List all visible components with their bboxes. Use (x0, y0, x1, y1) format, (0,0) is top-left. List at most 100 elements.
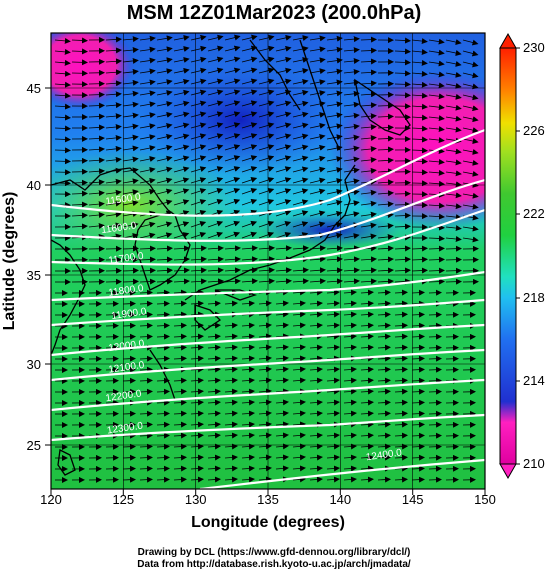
wind-arrow (326, 311, 340, 318)
wind-arrow (445, 126, 462, 133)
wind-arrow (326, 388, 340, 395)
wind-arrow (292, 177, 309, 184)
wind-arrow (462, 127, 479, 134)
wind-arrow (343, 300, 357, 307)
wind-arrow (54, 48, 71, 55)
wind-arrow (241, 155, 258, 162)
wind-arrow (377, 443, 391, 450)
wind-arrow (207, 421, 221, 428)
footer-credit-drawing: Drawing by DCL (https://www.gfd-dennou.o… (137, 547, 411, 558)
wind-arrow (139, 300, 153, 307)
wind-arrow (428, 366, 442, 373)
wind-arrow (122, 366, 136, 373)
wind-arrow (326, 188, 343, 195)
wind-arrow (190, 377, 204, 384)
wind-arrow (173, 67, 190, 74)
wind-arrow (258, 111, 275, 118)
wind-arrow (360, 58, 377, 65)
wind-arrow (241, 177, 258, 184)
contour-label: 12200.0 (105, 388, 143, 404)
wind-arrow (122, 134, 139, 141)
wind-arrow (462, 138, 479, 144)
wind-arrow (207, 34, 224, 41)
wind-arrow (224, 432, 238, 439)
wind-arrow (343, 123, 360, 130)
wind-arrow (224, 187, 241, 195)
wind-arrow (122, 476, 136, 483)
wind-arrow (326, 167, 343, 173)
wind-arrow (258, 399, 272, 406)
wind-arrow (411, 465, 425, 472)
wind-arrow (275, 399, 289, 406)
wind-arrow (139, 221, 156, 228)
wind-arrow (241, 34, 258, 41)
wind-arrow (428, 476, 442, 483)
wind-arrow (428, 278, 445, 285)
wind-arrow (258, 476, 272, 483)
wind-arrow (428, 60, 445, 67)
x-tick-label: 125 (112, 492, 134, 507)
wind-arrow (224, 100, 241, 107)
wind-arrow (428, 377, 442, 384)
wind-arrow (445, 170, 462, 177)
wind-arrow (326, 101, 343, 108)
wind-arrow (122, 36, 139, 43)
wind-arrow (173, 432, 187, 439)
wind-arrow (275, 210, 292, 217)
wind-arrow (360, 200, 377, 207)
wind-arrow (275, 155, 292, 162)
wind-arrow (258, 344, 272, 351)
wind-arrow (343, 410, 357, 417)
wind-arrow (258, 133, 275, 140)
wind-arrow (292, 78, 309, 85)
wind-arrow (360, 267, 377, 274)
wind-arrow (122, 145, 139, 152)
wind-arrow (224, 278, 241, 285)
wind-arrow (139, 123, 156, 130)
wind-arrow (190, 311, 204, 318)
wind-arrow (292, 267, 309, 274)
wind-arrow (360, 377, 374, 384)
wind-arrow (224, 399, 238, 406)
wind-arrow (445, 159, 462, 166)
wind-arrow (207, 245, 224, 252)
wind-arrow (326, 355, 340, 362)
wind-arrow (241, 231, 258, 239)
wind-arrow (54, 81, 71, 88)
wind-arrow (360, 311, 374, 318)
wind-arrow (122, 432, 136, 439)
wind-arrow (122, 189, 139, 196)
wind-arrow (139, 377, 153, 384)
wind-arrow (258, 89, 275, 96)
wind-arrow (462, 83, 479, 90)
wind-arrow (156, 399, 170, 406)
wind-arrow (190, 366, 204, 373)
wind-arrow (292, 322, 306, 329)
wind-arrow (292, 300, 306, 307)
wind-arrow (139, 156, 156, 162)
wind-arrow (292, 377, 306, 384)
wind-arrow (122, 333, 136, 340)
wind-arrow (428, 443, 442, 450)
contour-label: 11800.0 (108, 283, 145, 299)
wind-arrow (139, 57, 156, 64)
x-tick-label: 135 (257, 492, 279, 507)
wind-arrow (190, 256, 207, 263)
wind-arrow (241, 465, 255, 472)
wind-arrow (173, 100, 190, 107)
wind-arrow (156, 465, 170, 472)
wind-arrow (207, 333, 221, 340)
wind-arrow (343, 476, 357, 483)
wind-arrow (309, 278, 326, 285)
wind-arrow (88, 113, 105, 120)
wind-arrow (156, 199, 173, 206)
wind-arrow (292, 432, 306, 439)
wind-arrow (411, 125, 428, 132)
wind-arrow (343, 311, 357, 318)
wind-arrow (207, 278, 224, 285)
wind-arrow (105, 80, 122, 87)
wind-arrow (139, 366, 153, 373)
wind-arrow (377, 476, 391, 483)
wind-arrow (394, 399, 408, 406)
wind-arrow (122, 123, 139, 130)
